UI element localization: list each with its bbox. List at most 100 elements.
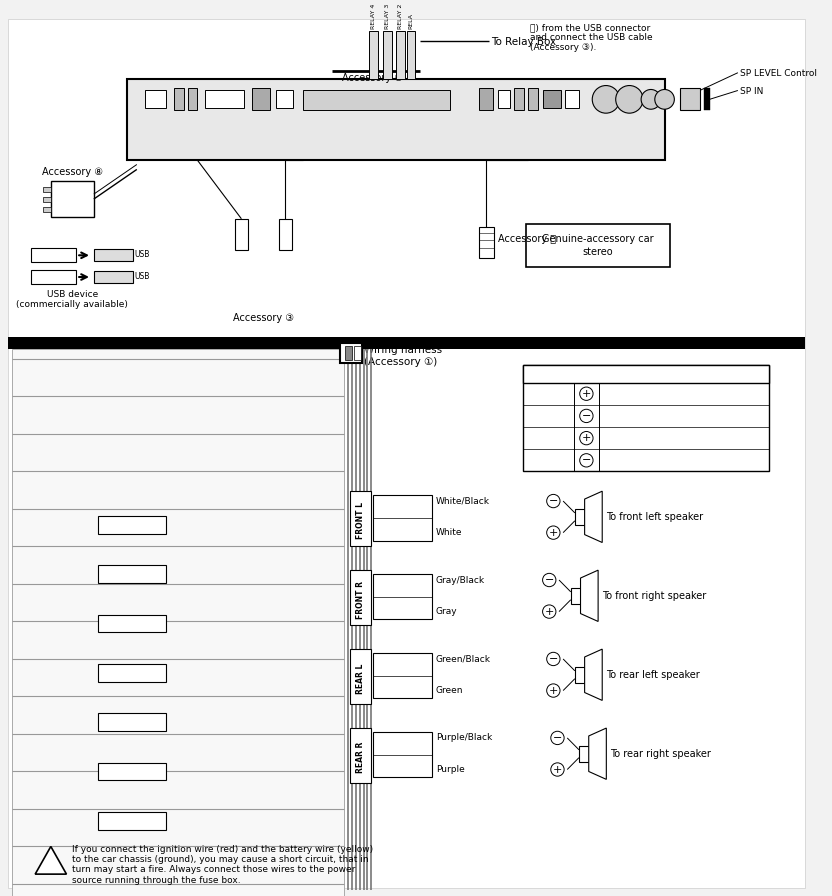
Text: stereo: stereo bbox=[582, 247, 613, 257]
Bar bbox=[145, 90, 166, 108]
Text: (Accessory ①): (Accessory ①) bbox=[364, 357, 437, 367]
Polygon shape bbox=[589, 728, 607, 780]
Text: RELAY 2: RELAY 2 bbox=[398, 4, 403, 30]
Bar bbox=[97, 516, 166, 534]
Bar bbox=[206, 90, 245, 108]
Text: +: + bbox=[545, 607, 554, 616]
Text: Gray/Black: Gray/Black bbox=[436, 575, 485, 584]
Text: P. CONT: P. CONT bbox=[114, 767, 150, 776]
Bar bbox=[579, 745, 589, 762]
Bar bbox=[704, 89, 710, 110]
Text: MUTE: MUTE bbox=[119, 668, 145, 677]
Text: REMO.CONT: REMO.CONT bbox=[105, 619, 159, 628]
Bar bbox=[479, 227, 493, 258]
Text: −: − bbox=[582, 411, 591, 421]
Text: Genuine-accessory car: Genuine-accessory car bbox=[542, 234, 654, 244]
Bar bbox=[43, 187, 51, 192]
Text: Wiring harness: Wiring harness bbox=[364, 345, 442, 355]
Text: SP LEVEL Control: SP LEVEL Control bbox=[740, 69, 817, 78]
Text: If you connect the ignition wire (red) and the battery wire (yellow)
to the car : If you connect the ignition wire (red) a… bbox=[72, 845, 374, 884]
Bar bbox=[575, 667, 585, 683]
Text: SP IN: SP IN bbox=[740, 87, 763, 96]
Bar bbox=[97, 713, 166, 731]
Circle shape bbox=[592, 85, 620, 113]
Text: To rear right speaker: To rear right speaker bbox=[610, 749, 711, 759]
Text: Gray: Gray bbox=[436, 607, 458, 616]
Text: ILLUMI: ILLUMI bbox=[117, 570, 146, 579]
Bar bbox=[396, 31, 404, 79]
Text: White: White bbox=[605, 389, 633, 399]
Text: USB: USB bbox=[134, 250, 149, 259]
Bar bbox=[7, 337, 805, 349]
Text: RELAY 4: RELAY 4 bbox=[371, 4, 376, 30]
Bar bbox=[350, 728, 371, 783]
Text: Gray/Black: Gray/Black bbox=[605, 455, 658, 465]
Bar bbox=[97, 762, 166, 780]
Text: (Accessory ③).: (Accessory ③). bbox=[530, 43, 596, 52]
Text: −: − bbox=[552, 733, 562, 743]
Text: REAR R: REAR R bbox=[356, 742, 365, 773]
Bar bbox=[127, 79, 665, 159]
Text: Gray: Gray bbox=[605, 433, 628, 444]
Text: −: − bbox=[548, 654, 558, 664]
Text: Accessory ⑨: Accessory ⑨ bbox=[342, 73, 403, 82]
Text: +: + bbox=[552, 764, 562, 774]
Bar bbox=[354, 346, 360, 360]
Text: ⒑) from the USB connector: ⒑) from the USB connector bbox=[530, 23, 650, 32]
Bar bbox=[43, 197, 51, 202]
Bar bbox=[252, 89, 270, 110]
Text: FRONT R: FRONT R bbox=[356, 581, 365, 619]
Text: EXT. CONT: EXT. CONT bbox=[108, 816, 156, 825]
Bar bbox=[479, 89, 493, 110]
Bar bbox=[374, 732, 432, 778]
Text: +: + bbox=[548, 685, 558, 695]
Polygon shape bbox=[581, 570, 598, 622]
Bar bbox=[94, 271, 133, 283]
Bar bbox=[350, 649, 371, 704]
Bar bbox=[374, 653, 432, 699]
Text: Cable Color of the connector: Cable Color of the connector bbox=[562, 369, 730, 379]
Bar bbox=[514, 89, 524, 110]
Bar bbox=[97, 664, 166, 682]
Text: +: + bbox=[548, 528, 558, 538]
Text: USB: USB bbox=[134, 272, 149, 281]
Bar bbox=[97, 565, 166, 583]
Bar bbox=[575, 509, 585, 525]
Text: Accessory ⑧: Accessory ⑧ bbox=[42, 168, 103, 177]
Bar bbox=[374, 574, 432, 619]
Bar bbox=[32, 270, 77, 284]
Text: −: − bbox=[548, 496, 558, 506]
Bar bbox=[527, 89, 537, 110]
Text: Left: Left bbox=[539, 389, 557, 399]
Bar bbox=[97, 615, 166, 633]
Bar bbox=[498, 90, 510, 108]
Text: +: + bbox=[582, 389, 591, 399]
Bar bbox=[681, 89, 700, 110]
Bar bbox=[350, 570, 371, 625]
Text: White/Black: White/Black bbox=[605, 411, 663, 421]
Bar bbox=[279, 219, 292, 250]
Bar bbox=[407, 31, 415, 79]
Text: Accessory ⑪: Accessory ⑪ bbox=[498, 234, 557, 244]
Text: ANT CONT: ANT CONT bbox=[109, 718, 156, 727]
Bar bbox=[235, 219, 248, 250]
Text: RELA: RELA bbox=[409, 13, 414, 30]
Text: !: ! bbox=[48, 855, 54, 868]
Circle shape bbox=[616, 85, 643, 113]
Polygon shape bbox=[35, 847, 67, 874]
Text: Green/Black: Green/Black bbox=[436, 654, 491, 663]
Text: Purple/Black: Purple/Black bbox=[436, 734, 493, 743]
Bar bbox=[12, 349, 344, 896]
Text: REAR L: REAR L bbox=[356, 664, 365, 694]
Bar bbox=[275, 90, 293, 108]
Text: −: − bbox=[545, 575, 554, 585]
Bar bbox=[383, 31, 392, 79]
Bar bbox=[188, 89, 197, 110]
Bar bbox=[522, 365, 769, 383]
Text: To front left speaker: To front left speaker bbox=[607, 512, 703, 521]
Bar bbox=[32, 248, 77, 263]
Bar bbox=[43, 207, 51, 211]
Text: White: White bbox=[436, 528, 463, 537]
Bar bbox=[97, 812, 166, 830]
Text: To front right speaker: To front right speaker bbox=[602, 590, 706, 601]
